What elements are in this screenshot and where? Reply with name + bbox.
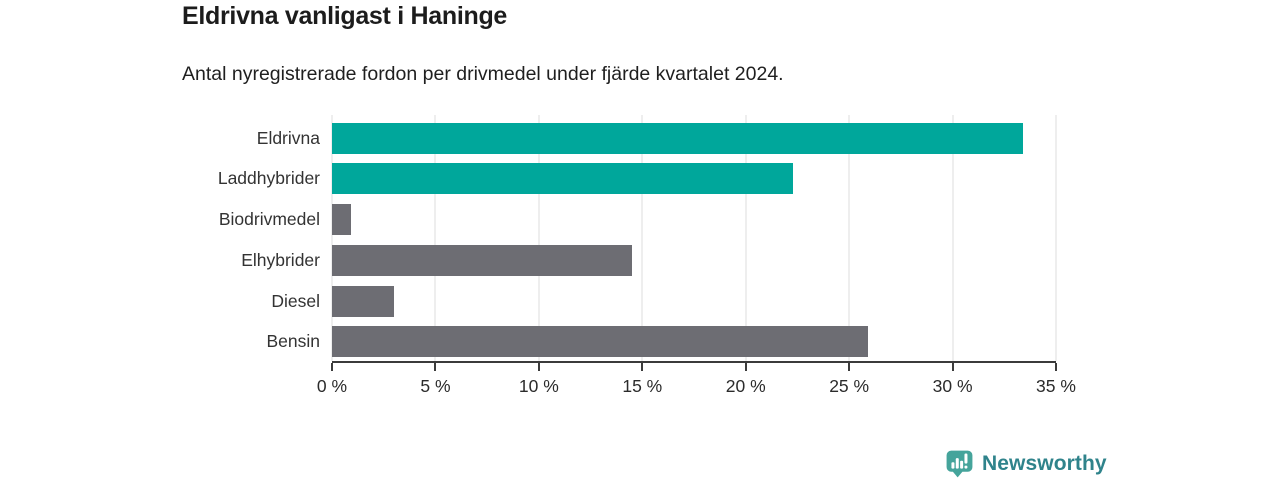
newsworthy-logo-text: Newsworthy	[982, 451, 1107, 475]
gridline	[1055, 115, 1057, 361]
category-label: Laddhybrider	[217, 168, 320, 189]
x-axis-tick	[331, 363, 333, 371]
x-axis-tick-label: 30 %	[932, 376, 973, 396]
category-label: Elhybrider	[241, 249, 320, 270]
bar-biodrivmedel	[332, 204, 351, 236]
chart-title: Eldrivna vanligast i Haninge	[182, 2, 508, 30]
x-axis-tick	[1055, 363, 1057, 371]
newsworthy-logo[interactable]: Newsworthy	[944, 448, 1107, 479]
x-axis-tick	[848, 363, 851, 371]
bar-diesel	[332, 285, 395, 317]
bar-elhybrider	[332, 244, 632, 276]
bar-eldrivna	[332, 122, 1023, 154]
x-axis-tick-label: 15 %	[622, 376, 663, 396]
x-axis-tick-label: 5 %	[420, 376, 451, 396]
x-axis-tick-label: 35 %	[1036, 376, 1076, 396]
bar-chart-speech-bubble-icon	[944, 448, 975, 479]
gridline	[331, 115, 333, 361]
gridline	[641, 115, 643, 361]
gridline	[434, 115, 436, 361]
bar-rows: Eldrivna Laddhybrider Biodrivmedel Elhybrid…	[0, 115, 1280, 361]
gridline	[848, 115, 850, 361]
bar-row: Bensin	[0, 326, 1280, 358]
bar-laddhybrider	[332, 163, 794, 195]
bar-bensin	[332, 326, 868, 358]
category-label: Diesel	[271, 290, 320, 311]
x-axis-tick	[951, 363, 954, 371]
x-axis-tick	[641, 363, 644, 371]
x-axis-tick-label: 20 %	[725, 376, 766, 396]
x-axis-ticks: 0 % 5 % 10 % 15 % 20 % 25 % 30 % 35 %	[317, 363, 1076, 403]
x-axis-tick-label: 25 %	[829, 376, 870, 396]
x-axis-tick	[434, 363, 437, 371]
gridline	[538, 115, 540, 361]
x-axis-tick	[744, 363, 747, 371]
category-label: Bensin	[266, 331, 320, 352]
bar-row: Eldrivna	[0, 122, 1280, 154]
x-axis-tick-label: 10 %	[518, 376, 559, 396]
category-label: Eldrivna	[256, 127, 320, 148]
plot-area	[331, 115, 1057, 363]
bar-row: Biodrivmedel	[0, 204, 1280, 236]
category-label: Biodrivmedel	[218, 209, 320, 230]
gridline	[952, 115, 954, 361]
bar-row: Elhybrider	[0, 244, 1280, 276]
gridline	[745, 115, 747, 361]
bar-row: Laddhybrider	[0, 163, 1280, 195]
chart-subtitle: Antal nyregistrerade fordon per drivmede…	[182, 63, 784, 85]
x-axis-tick-label: 0 %	[316, 376, 348, 396]
bar-row: Diesel	[0, 285, 1280, 317]
x-axis-tick	[537, 363, 540, 371]
